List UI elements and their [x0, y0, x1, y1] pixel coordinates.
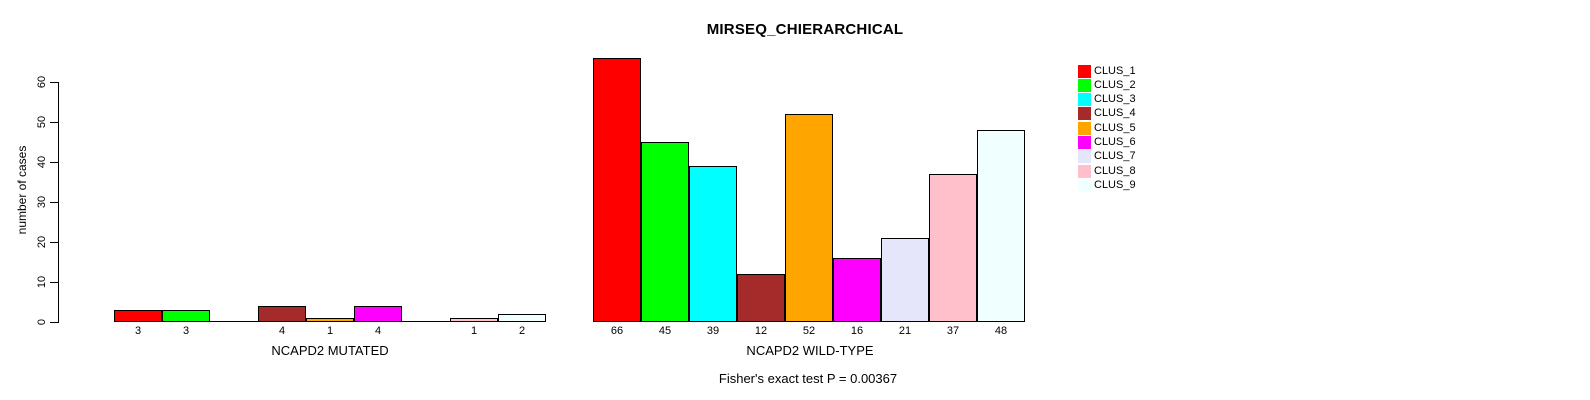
bar-value-label: 3 — [134, 325, 142, 337]
bar-clus_4 — [258, 306, 306, 322]
legend-label: CLUS_6 — [1094, 136, 1136, 149]
legend-swatch-icon — [1078, 78, 1091, 92]
y-axis-line — [58, 82, 59, 323]
legend-swatch-icon — [1078, 136, 1091, 150]
legend-label: CLUS_7 — [1094, 150, 1136, 163]
zero-bar-clus_7 — [402, 321, 450, 322]
bar-value-label: 2 — [518, 325, 526, 337]
bar-clus_3 — [689, 166, 737, 322]
bar-value-label: 16 — [850, 325, 864, 337]
bar-clus_4 — [737, 274, 785, 322]
y-tick-label: 40 — [36, 155, 48, 169]
bar-value-label: 37 — [946, 325, 960, 337]
bar-clus_2 — [162, 310, 210, 322]
bar-value-label: 4 — [278, 325, 286, 337]
legend-swatch-icon — [1078, 164, 1091, 178]
legend-label: CLUS_5 — [1094, 121, 1136, 134]
bar-value-label: 39 — [706, 325, 720, 337]
y-tick — [50, 82, 58, 83]
legend-label: CLUS_3 — [1094, 93, 1136, 106]
bar-value-label: 45 — [658, 325, 672, 337]
bar-value-label: 3 — [182, 325, 190, 337]
y-tick-label: 50 — [36, 115, 48, 129]
bar-clus_8 — [929, 174, 977, 322]
y-tick-label: 0 — [36, 318, 48, 326]
bar-clus_6 — [833, 258, 881, 322]
zero-bar-clus_3 — [210, 321, 258, 322]
legend-swatch-icon — [1078, 179, 1091, 193]
bar-value-label: 1 — [470, 325, 478, 337]
group-label-ncapd2-wild-type: NCAPD2 WILD-TYPE — [746, 343, 874, 358]
y-tick — [50, 122, 58, 123]
bar-clus_2 — [641, 142, 689, 322]
legend-label: CLUS_9 — [1094, 179, 1136, 192]
legend-swatch-icon — [1078, 121, 1091, 135]
bar-value-label: 1 — [326, 325, 334, 337]
legend-label: CLUS_1 — [1094, 64, 1136, 77]
y-axis-label: number of cases — [15, 145, 29, 235]
legend-swatch-icon — [1078, 64, 1091, 78]
bar-clus_5 — [785, 114, 833, 322]
y-tick-label: 30 — [36, 195, 48, 209]
y-tick-label: 60 — [36, 75, 48, 89]
bar-clus_1 — [593, 58, 641, 322]
y-tick — [50, 242, 58, 243]
y-tick-label: 10 — [36, 275, 48, 289]
bar-value-label: 48 — [994, 325, 1008, 337]
bar-clus_1 — [114, 310, 162, 322]
bar-value-label: 4 — [374, 325, 382, 337]
y-tick — [50, 162, 58, 163]
y-tick — [50, 322, 58, 323]
legend-swatch-icon — [1078, 107, 1091, 121]
bar-value-label: 66 — [610, 325, 624, 337]
y-tick — [50, 282, 58, 283]
bar-clus_8 — [450, 318, 498, 322]
bar-clus_5 — [306, 318, 354, 322]
legend-label: CLUS_8 — [1094, 164, 1136, 177]
group-label-ncapd2-mutated: NCAPD2 MUTATED — [271, 343, 389, 358]
y-tick-label: 20 — [36, 235, 48, 249]
bar-clus_6 — [354, 306, 402, 322]
bar-value-label: 52 — [802, 325, 816, 337]
bar-value-label: 12 — [754, 325, 768, 337]
legend-label: CLUS_4 — [1094, 107, 1136, 120]
bar-clus_9 — [977, 130, 1025, 322]
bar-clus_9 — [498, 314, 546, 322]
fisher-test-annotation: Fisher's exact test P = 0.00367 — [718, 371, 898, 386]
legend-swatch-icon — [1078, 93, 1091, 107]
legend-label: CLUS_2 — [1094, 78, 1136, 91]
legend-swatch-icon — [1078, 150, 1091, 164]
y-tick — [50, 202, 58, 203]
bar-value-label: 21 — [898, 325, 912, 337]
chart-title: MIRSEQ_CHIERARCHICAL — [706, 21, 904, 38]
bar-clus_7 — [881, 238, 929, 322]
